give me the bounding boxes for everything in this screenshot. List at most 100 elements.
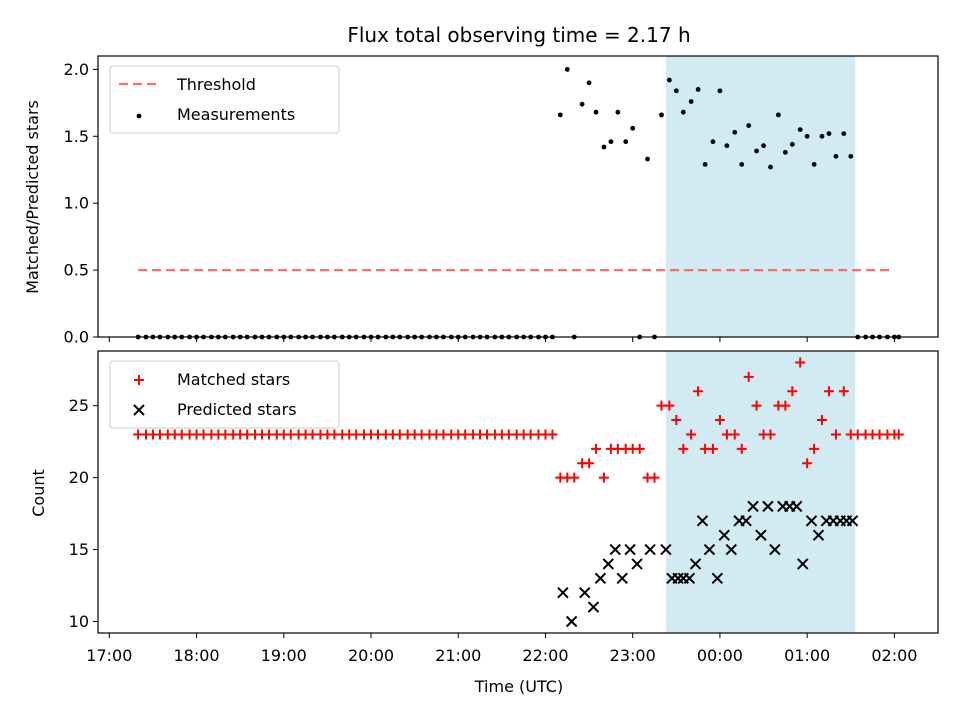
measurement-point [593,109,599,115]
measurement-point [680,109,686,115]
matched-star-point [893,429,904,440]
matched-star-point [569,472,580,483]
measurement-point [841,131,847,137]
matched-star-point [743,371,754,382]
matched-star-point [649,472,660,483]
measurement-point [848,153,854,159]
predicted-star-point [797,558,809,570]
bottom-y-axis-label: Count [29,469,48,517]
measurement-point [695,87,701,92]
predicted-star-point [790,500,803,513]
matched-star-point [634,443,645,454]
matched-star-point [686,429,697,440]
measurement-point [797,127,803,132]
bottom-x-tick-label: 21:00 [435,646,481,665]
legend-matched-label: Matched stars [177,370,290,389]
top-y-tick-label: 1.0 [64,194,89,213]
top-legend: Threshold Measurements [109,65,340,134]
measurement-point [702,161,708,167]
measurement-point [564,66,570,72]
top-legend-box [109,65,340,134]
bottom-x-tick-label: 02:00 [871,646,917,665]
predicted-star-point [616,572,628,585]
measurement-point [732,129,738,135]
measurement-point [746,123,752,128]
measurement-point [782,149,788,155]
top-y-tick-label: 1.5 [64,127,89,146]
matched-star-point [584,458,595,469]
matched-star-point [729,429,740,440]
bottom-x-tick-label: 17:00 [86,646,132,665]
matched-star-point [736,443,747,454]
matched-star-point [823,386,834,397]
measurement-point [811,161,817,167]
measurement-point [623,139,629,145]
matched-star-point [838,386,849,397]
matched-star-point [830,429,841,440]
matched-star-point [795,357,806,368]
bottom-x-tick-label: 00:00 [697,646,743,665]
matched-star-point [816,415,827,426]
matched-star-point [780,400,791,411]
matched-star-point [547,429,558,440]
matched-star-point [678,443,689,454]
measurement-point [710,139,716,145]
predicted-star-point [703,543,716,556]
bottom-x-tick-label: 01:00 [784,646,830,665]
predicted-star-point [747,500,759,513]
measurement-point [717,88,723,94]
predicted-star-point [565,615,578,628]
predicted-star-point [740,515,752,527]
measurement-point [645,156,650,162]
predicted-star-point [755,529,767,541]
predicted-star-point [805,515,818,527]
measurement-point [601,144,607,150]
measurement-point [724,143,730,149]
matched-star-point [598,472,609,483]
matched-star-point [714,415,725,426]
bottom-legend: Matched stars Predicted stars [109,360,340,429]
x-axis-label: Time (UTC) [474,677,563,696]
predicted-star-point [602,558,614,570]
measurement-point [754,148,759,154]
bottom-panel: 10 15 20 25 17:00 18:00 19:00 20:00 21:00 22:00 23… [69,350,939,665]
predicted-star-point [587,601,600,613]
matched-star-point [707,443,718,454]
measurement-point [659,112,664,118]
measurement-point [579,101,585,107]
matched-star-point [693,386,704,397]
bottom-y-tick-label: 20 [69,468,89,487]
predicted-star-point [557,587,569,599]
legend-matched-swatch [134,375,144,385]
measurement-point [775,112,781,118]
bottom-x-tick-label: 22:00 [522,646,568,665]
measurement-point [804,133,810,139]
predicted-star-point [579,587,591,599]
predicted-star-point [846,515,859,527]
predicted-star-point [594,572,607,585]
top-y-tick-label: 2.0 [64,60,89,79]
measurement-point [586,80,592,86]
measurement-point [819,133,825,139]
matched-star-point [751,400,762,411]
matched-star-point [765,429,776,440]
measurement-point [739,161,745,167]
measurement-point [615,109,621,115]
matched-star-point [591,443,602,454]
measurement-point [789,141,795,147]
top-y-tick-label: 0.0 [64,328,89,347]
measurement-point [630,125,636,131]
predicted-star-point [762,500,774,513]
predicted-star-point [660,543,672,556]
top-y-tick-label: 0.5 [64,261,89,280]
measurement-point [826,131,832,137]
predicted-star-point [644,543,656,556]
legend-predicted-swatch [133,404,145,416]
measurement-point [761,143,766,149]
measurement-point [608,139,614,145]
bottom-y-tick-label: 25 [69,396,89,415]
predicted-star-point [631,558,643,570]
predicted-star-point [725,543,737,556]
predicted-star-point [683,572,696,585]
